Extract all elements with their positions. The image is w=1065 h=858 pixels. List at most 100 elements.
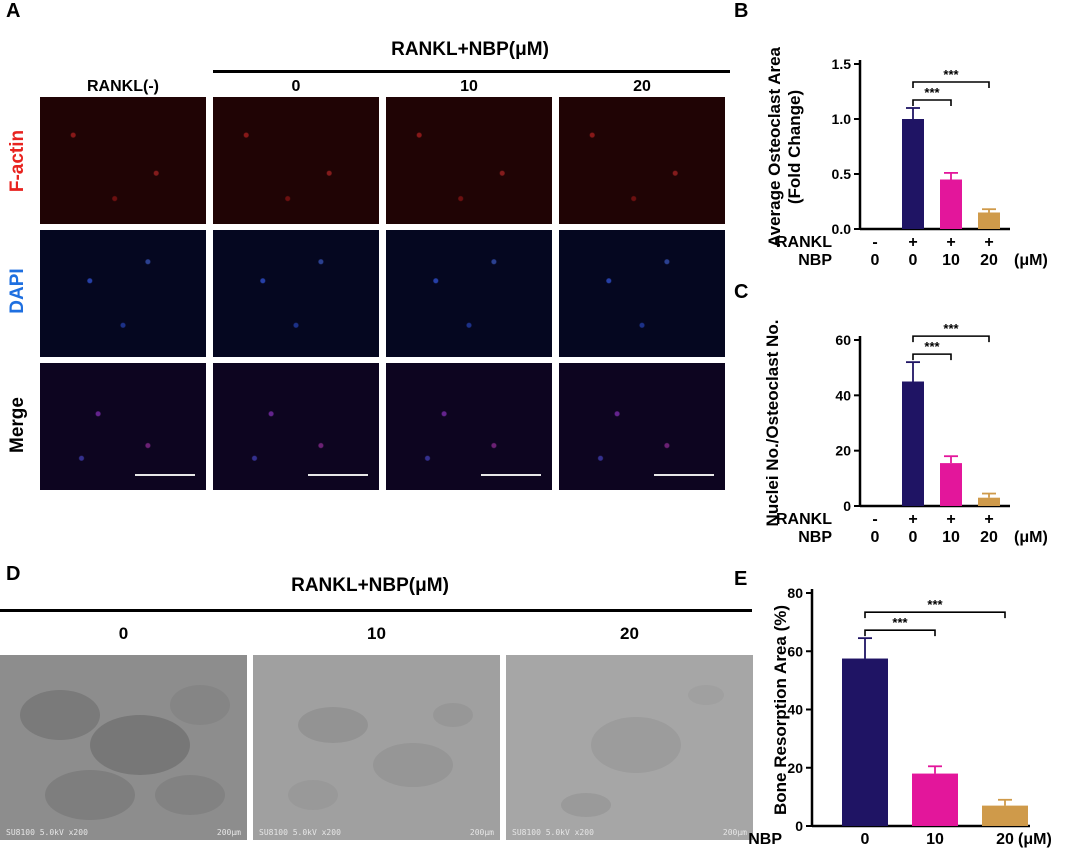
micrograph-dapi-2 [386,230,552,357]
y-axis-label: (Fold Change) [785,90,804,204]
bar [842,658,888,826]
scale-bar [654,474,714,476]
sem-caption-left: SU8100 5.0kV x200 [259,828,341,837]
y-tick-label: 1.0 [832,111,852,127]
condition-label: 20 [996,831,1014,848]
significance-label: *** [927,597,943,612]
condition-label: 20 [980,252,998,269]
row-label: RANKL [776,511,832,528]
panel-a-col-20: 20 [633,78,651,95]
panel-a-row-factin: F-actin [7,129,28,193]
panel-c-letter: C [734,281,749,303]
panel-b-letter: B [734,0,749,22]
condition-label: 0 [909,252,918,269]
bar [978,212,1000,229]
y-tick-label: 40 [787,702,803,718]
row-label: NBP [748,831,782,848]
bar [912,773,958,826]
sem-caption-right: 200μm [216,828,241,837]
panel-a-header-rule [213,70,730,73]
condition-label: 20 [980,529,998,546]
chart-b: 0.0 0.5 1.0 1.5 Average Osteoclast Area (Fold… [765,46,1048,269]
micrograph-merge-3 [559,363,725,490]
significance-bracket [912,335,990,343]
sem-caption-left: SU8100 5.0kV x200 [6,828,88,837]
panel-d-col-0: 0 [118,624,129,643]
significance-bracket [912,99,952,106]
panel-a-col-10: 10 [460,78,478,95]
y-axis-label: Bone Resorption Area (%) [771,605,790,815]
sem-image-20: SU8100 5.0kV x200 200μm [506,655,753,840]
unit-label: (μM) [1014,252,1048,269]
bar [982,805,1028,826]
scale-bar [308,474,368,476]
condition-label: 10 [942,529,960,546]
condition-label: 0 [861,831,870,848]
micrograph-factin-0 [40,97,206,224]
condition-label: 10 [942,252,960,269]
chart-c: 0 20 40 60 Nuclei No./Osteoclast No. ****** RA… [763,320,1048,546]
micrograph-dapi-3 [559,230,725,357]
condition-label: + [908,511,917,528]
y-tick-label: 80 [787,585,803,601]
panel-d-col-10: 10 [367,624,386,643]
condition-label: + [946,511,955,528]
condition-label: + [984,511,993,528]
significance-label: *** [943,67,959,82]
row-label: NBP [798,529,832,546]
significance-label: *** [943,321,959,336]
micrograph-merge-0 [40,363,206,490]
micrograph-factin-3 [559,97,725,224]
significance-bracket [864,629,936,637]
y-axis-label: Nuclei No./Osteoclast No. [763,320,782,527]
scale-bar [135,474,195,476]
condition-label: 0 [871,529,880,546]
significance-label: *** [924,85,940,100]
panel-a-row-merge: Merge [7,397,28,453]
y-tick-label: 0.0 [832,221,852,237]
condition-label: 0 [909,529,918,546]
micrograph-merge-1 [213,363,379,490]
bar [940,179,962,229]
y-tick-label: 60 [787,643,803,659]
condition-label: 0 [871,252,880,269]
bar [902,381,924,506]
panel-a-row-dapi: DAPI [7,268,28,314]
sem-image-0: SU8100 5.0kV x200 200μm [0,655,247,840]
micrograph-factin-2 [386,97,552,224]
panel-d-group-header: RANKL+NBP(μM) [291,575,449,596]
sem-image-10: SU8100 5.0kV x200 200μm [253,655,500,840]
unit-label: (μM) [1014,529,1048,546]
panel-d-col-20: 20 [620,624,639,643]
sem-caption-left: SU8100 5.0kV x200 [512,828,594,837]
micrograph-merge-2 [386,363,552,490]
significance-bracket [864,611,1006,619]
sem-texture [506,655,753,840]
row-label: RANKL [776,234,832,251]
panel-a-group-header: RANKL+NBP(μM) [391,39,549,60]
panel-d-header-rule [0,609,752,612]
y-tick-label: 1.5 [832,56,852,72]
bar [902,119,924,229]
sem-texture [0,655,247,840]
sem-caption-right: 200μm [469,828,494,837]
panel-d-letter: D [6,563,21,585]
sem-caption-right: 200μm [722,828,747,837]
panel-a-col-rankl-neg: RANKL(-) [87,78,159,95]
condition-label: 10 [926,831,944,848]
micrograph-factin-1 [213,97,379,224]
significance-label: *** [924,339,940,354]
condition-label: + [946,234,955,251]
y-tick-label: 0.5 [832,166,852,182]
condition-label: + [984,234,993,251]
y-tick-label: 0 [795,818,803,834]
bar [940,463,962,506]
significance-label: *** [892,615,908,630]
micrograph-dapi-0 [40,230,206,357]
y-tick-label: 60 [835,332,851,348]
significance-bracket [912,353,952,361]
bar [978,497,1000,506]
y-tick-label: 0 [843,498,851,514]
y-axis-label: Average Osteoclast Area [765,46,784,247]
condition-label: - [872,234,877,251]
